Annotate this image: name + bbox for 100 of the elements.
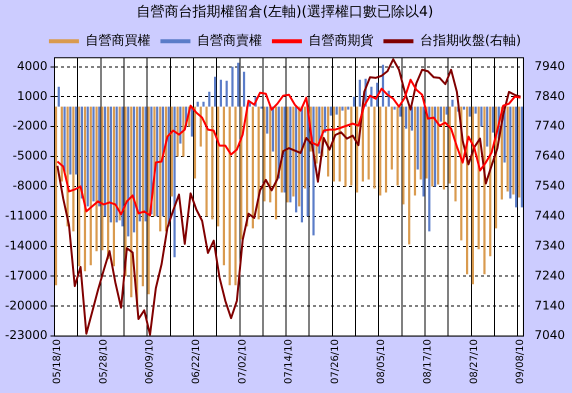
bar: [492, 106, 494, 133]
x-tick-label: 05/18/10: [52, 339, 63, 384]
y2-tick-label: 7640: [534, 148, 566, 163]
bar: [480, 106, 483, 127]
y2-tick-label: 7140: [534, 298, 566, 312]
y-tick-label: -14000: [4, 238, 48, 252]
bar: [86, 106, 89, 206]
bar: [54, 106, 58, 286]
bar: [414, 106, 416, 196]
bar: [118, 106, 121, 220]
bar: [336, 106, 338, 115]
bar: [200, 106, 202, 147]
bar: [390, 106, 393, 170]
x-tick-label: 06/09/10: [144, 339, 156, 384]
y-tick-label: -23000: [4, 328, 48, 342]
bar: [69, 106, 72, 174]
bar: [222, 106, 226, 266]
y-tick-label: -17000: [4, 268, 48, 282]
bar: [451, 100, 454, 107]
x-tick-label: 06/22/10: [190, 339, 202, 384]
bar: [520, 106, 524, 208]
bar: [352, 96, 356, 107]
y2-tick-label: 7940: [534, 58, 566, 73]
y2-tick-label: 7340: [534, 238, 566, 252]
bar: [258, 106, 260, 220]
y-tick-label: -20000: [4, 298, 48, 312]
bar: [202, 102, 205, 107]
x-tick-label: 08/27/10: [468, 339, 480, 384]
y2-tick-label: 7040: [534, 328, 566, 342]
bar: [422, 106, 425, 196]
bar: [358, 80, 361, 107]
bar: [462, 106, 466, 110]
bar: [341, 106, 344, 111]
bar: [269, 106, 272, 202]
y2-tick-label: 7540: [534, 178, 566, 193]
bar: [170, 106, 173, 196]
bar: [148, 106, 150, 294]
bar: [220, 80, 222, 107]
bar: [518, 106, 520, 198]
y-tick-label: -2000: [12, 118, 48, 133]
bar: [196, 102, 199, 107]
bar: [214, 76, 216, 107]
y-tick-label: -11000: [4, 208, 48, 223]
bar: [58, 86, 60, 107]
bar: [384, 106, 388, 192]
bar: [405, 106, 408, 129]
bar: [431, 106, 434, 186]
bar: [468, 106, 471, 117]
bar: [228, 106, 231, 286]
bar: [428, 106, 430, 232]
y-tick-label: 1000: [16, 88, 48, 103]
bar: [402, 106, 404, 204]
bar: [130, 106, 132, 298]
x-tick-label: 07/26/10: [330, 339, 341, 384]
bar: [396, 106, 399, 186]
bar: [138, 106, 141, 222]
y2-tick-label: 7440: [534, 208, 566, 223]
bar: [506, 106, 509, 192]
bar: [347, 106, 350, 110]
x-tick-label: 07/14/10: [284, 339, 295, 384]
bar: [142, 106, 144, 286]
bar: [420, 106, 422, 180]
bar: [237, 62, 240, 107]
bar: [231, 66, 234, 107]
y-tick-label: 4000: [16, 58, 48, 73]
bar: [350, 106, 352, 186]
bar: [92, 106, 95, 202]
legend-label: 自營商賣權: [196, 34, 262, 49]
legend-label: 自營商買權: [85, 34, 150, 49]
bar: [159, 106, 162, 232]
x-tick-label: 08/17/10: [422, 339, 434, 384]
bar: [75, 106, 78, 174]
legend-label: 自營商期貨: [308, 34, 374, 49]
bar: [60, 106, 63, 182]
bar: [489, 106, 492, 256]
y-tick-label: -8000: [12, 178, 48, 193]
y2-tick-label: 7840: [534, 88, 566, 103]
y2-tick-label: 7240: [534, 268, 566, 282]
x-tick-label: 09/08/10: [515, 339, 526, 384]
y2-tick-label: 7740: [534, 118, 566, 133]
bar: [298, 106, 300, 206]
bar: [509, 106, 512, 198]
bar: [116, 106, 118, 222]
y-tick-label: -5000: [12, 148, 48, 163]
bar: [240, 106, 242, 240]
bar: [486, 106, 488, 147]
bar: [478, 106, 480, 250]
bar: [242, 72, 246, 107]
bar: [112, 106, 116, 266]
bar: [373, 106, 376, 188]
bar: [416, 106, 419, 170]
bar: [226, 80, 228, 107]
bar: [78, 106, 80, 266]
bar: [211, 106, 214, 220]
bar: [101, 106, 104, 250]
x-tick-label: 05/28/10: [98, 339, 110, 384]
bar: [379, 106, 382, 196]
bar: [98, 106, 100, 206]
bar: [72, 106, 74, 232]
bar: [208, 92, 210, 107]
